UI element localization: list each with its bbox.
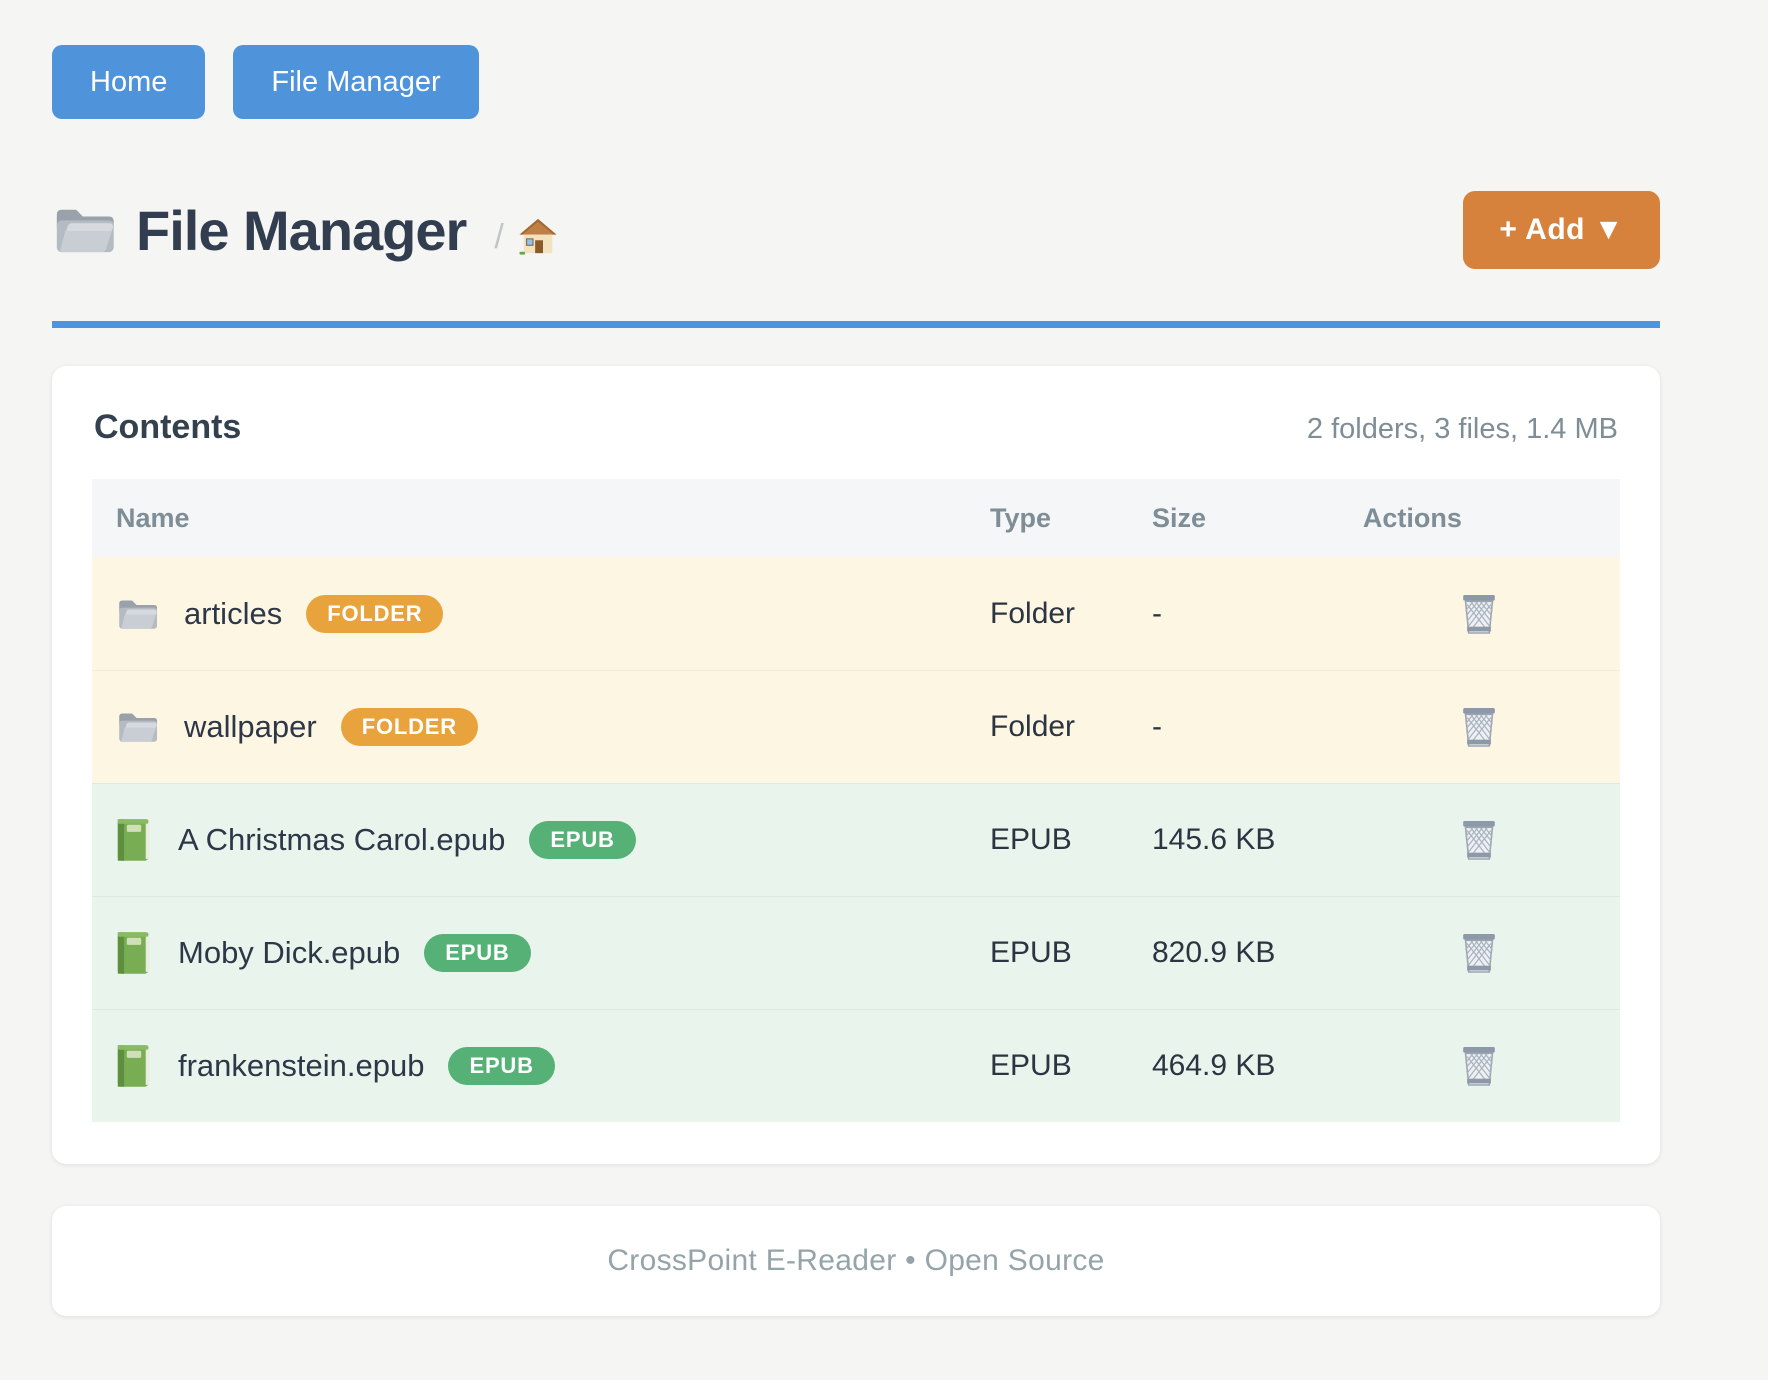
file-size: - xyxy=(1151,596,1162,630)
file-size: 464.9 KB xyxy=(1151,1049,1276,1082)
header-divider xyxy=(52,321,1660,328)
table-row[interactable]: frankenstein.epub EPUB EPUB 464.9 KB xyxy=(92,1009,1620,1122)
table-row[interactable]: Moby Dick.epub EPUB EPUB 820.9 KB xyxy=(92,896,1620,1009)
delete-button[interactable] xyxy=(1460,817,1498,863)
trash-icon xyxy=(1460,930,1498,976)
file-size: 145.6 KB xyxy=(1151,823,1276,856)
breadcrumb-home-link[interactable] xyxy=(518,217,558,255)
footer-text: CrossPoint E-Reader • Open Source xyxy=(607,1244,1105,1277)
house-icon xyxy=(518,217,558,255)
column-header-actions: Actions xyxy=(1362,502,1462,533)
file-size: 820.9 KB xyxy=(1151,936,1276,969)
file-table: Name Type Size Actions xyxy=(92,479,1620,1122)
file-name[interactable]: wallpaper xyxy=(184,709,317,744)
file-type: EPUB xyxy=(990,823,1072,856)
page-title: File Manager xyxy=(136,198,467,262)
book-icon xyxy=(116,930,152,976)
file-badge: EPUB xyxy=(529,821,636,859)
file-table-body: articles FOLDER Folder - xyxy=(92,557,1620,1122)
trash-icon xyxy=(1460,817,1498,863)
name-cell: A Christmas Carol.epub EPUB xyxy=(92,817,966,863)
actions-cell xyxy=(1339,817,1620,863)
nav-file-manager-button[interactable]: File Manager xyxy=(233,45,479,119)
add-button[interactable]: + Add ▼ xyxy=(1463,191,1660,269)
delete-button[interactable] xyxy=(1460,930,1498,976)
contents-card-header: Contents 2 folders, 3 files, 1.4 MB xyxy=(92,408,1620,447)
name-cell: frankenstein.epub EPUB xyxy=(92,1043,966,1089)
table-row[interactable]: wallpaper FOLDER Folder - xyxy=(92,670,1620,783)
actions-cell xyxy=(1339,1043,1620,1089)
file-badge: FOLDER xyxy=(306,594,444,633)
delete-button[interactable] xyxy=(1460,591,1498,637)
actions-cell xyxy=(1339,591,1620,637)
table-row[interactable]: articles FOLDER Folder - xyxy=(92,557,1620,670)
book-icon xyxy=(116,1043,152,1089)
column-header-type: Type xyxy=(990,502,1052,533)
trash-icon xyxy=(1460,1043,1498,1089)
file-type: EPUB xyxy=(990,1049,1072,1082)
folder-icon xyxy=(116,596,160,632)
title-group: File Manager / xyxy=(52,198,558,263)
nav-home-button[interactable]: Home xyxy=(52,45,206,119)
table-row[interactable]: A Christmas Carol.epub EPUB EPUB 145.6 K… xyxy=(92,783,1620,896)
file-name[interactable]: articles xyxy=(184,595,283,631)
file-type: EPUB xyxy=(990,936,1072,969)
file-badge: FOLDER xyxy=(340,708,478,746)
file-name[interactable]: A Christmas Carol.epub xyxy=(178,822,506,857)
folder-icon xyxy=(116,709,160,745)
name-cell: Moby Dick.epub EPUB xyxy=(92,930,966,976)
top-nav: Home File Manager xyxy=(52,45,1660,119)
file-type: Folder xyxy=(990,596,1076,630)
delete-button[interactable] xyxy=(1460,704,1498,750)
breadcrumb-separator: / xyxy=(494,217,504,256)
folder-icon xyxy=(52,203,114,257)
contents-summary: 2 folders, 3 files, 1.4 MB xyxy=(1306,413,1618,445)
file-badge: EPUB xyxy=(424,934,531,972)
actions-cell xyxy=(1339,930,1620,976)
trash-icon xyxy=(1460,704,1498,750)
contents-title: Contents xyxy=(94,408,242,446)
file-name[interactable]: Moby Dick.epub xyxy=(178,935,401,970)
name-cell: wallpaper FOLDER xyxy=(92,708,966,746)
table-header-row: Name Type Size Actions xyxy=(92,479,1620,557)
name-cell: articles FOLDER xyxy=(92,594,966,633)
contents-card: Contents 2 folders, 3 files, 1.4 MB Name… xyxy=(52,366,1660,1164)
delete-button[interactable] xyxy=(1460,1043,1498,1089)
page-header: File Manager / + Add ▼ xyxy=(52,191,1660,269)
trash-icon xyxy=(1460,591,1498,637)
column-header-size: Size xyxy=(1151,502,1206,533)
file-type: Folder xyxy=(990,710,1076,743)
file-name[interactable]: frankenstein.epub xyxy=(178,1048,425,1083)
file-size: - xyxy=(1151,710,1162,743)
actions-cell xyxy=(1339,704,1620,750)
column-header-name: Name xyxy=(116,502,190,533)
footer-card: CrossPoint E-Reader • Open Source xyxy=(52,1206,1660,1316)
book-icon xyxy=(116,817,152,863)
file-badge: EPUB xyxy=(448,1047,555,1085)
